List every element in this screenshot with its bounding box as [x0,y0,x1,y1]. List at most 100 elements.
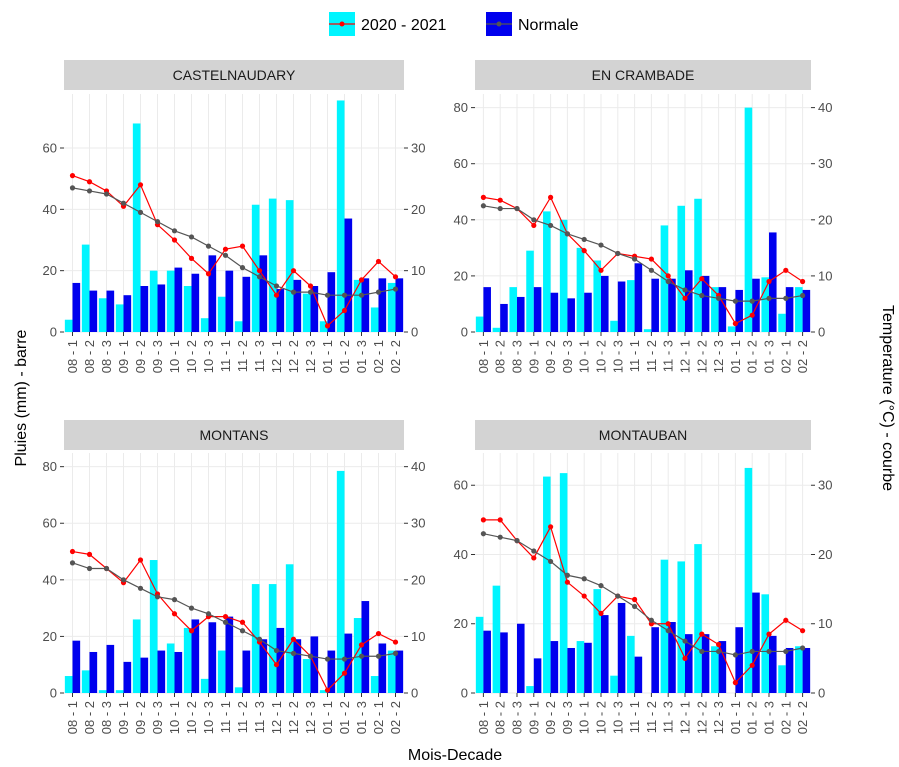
bar [123,295,132,332]
bar [217,296,226,332]
temperature-point [392,639,399,645]
bar [387,282,396,332]
temperature-point [324,687,331,693]
bar [668,622,676,693]
temperature-point [682,287,688,293]
bar [98,298,107,332]
bar [500,303,508,332]
y-axis-title-right: Temperature (°C) - courbe [879,305,896,491]
y-tick-label-right: 40 [818,100,832,115]
y-tick-label-left: 40 [454,547,468,562]
x-tick-label: 10 - 1 [167,340,182,373]
bar [627,280,635,332]
bar [174,651,183,693]
bar [543,211,551,332]
bar [310,286,319,332]
temperature-point [324,656,331,662]
bar [115,304,124,332]
bar [685,634,693,693]
bar [778,313,786,332]
bar [370,307,379,332]
x-tick-label: 11 - 2 [644,701,659,733]
temperature-point [497,205,503,212]
bar [785,287,794,332]
bar [132,123,141,332]
x-tick-label: 10 - 3 [610,340,625,373]
y-tick-label-right: 20 [411,572,425,587]
bar [711,646,719,693]
temperature-point [69,548,76,555]
temperature-point [154,594,161,600]
temperature-point [103,565,110,572]
temperature-point [358,653,365,659]
y-tick-label-right: 20 [818,212,832,227]
bar [761,594,769,693]
x-tick-label: 08 - 3 [99,701,114,734]
bar [242,650,251,693]
x-tick-label: 09 - 3 [560,701,575,734]
bar [651,627,659,693]
y-tick-label-left: 0 [461,686,468,701]
bar [123,661,132,693]
strip-title: EN CRAMBADE [592,67,695,83]
bar [336,470,345,693]
legend: 2020 - 2021 Normale [329,12,579,36]
bar [576,247,585,332]
x-tick-label: 12 - 3 [303,701,318,734]
x-tick-label: 12 - 1 [269,701,284,734]
bar [735,289,743,332]
bar [234,321,243,332]
y-tick-label-left: 80 [43,459,57,474]
bar [327,650,336,693]
temperature-point [239,628,246,634]
bar [617,602,626,693]
x-tick-label: 10 - 2 [184,340,199,373]
bar [166,270,175,332]
legend-key-2020-point [339,21,345,27]
bar [475,616,484,693]
x-tick-label: 11 - 3 [252,701,267,733]
x-tick-label: 09 - 2 [133,701,148,734]
x-tick-label: 09 - 2 [133,340,148,373]
x-tick-label: 08 - 2 [82,701,97,734]
temperature-point [699,631,705,637]
bar [72,640,81,693]
bar [509,287,517,332]
x-tick-label: 08 - 1 [65,340,80,373]
bar [711,287,719,332]
temperature-point [598,242,604,248]
temperature-point [358,277,365,283]
y-tick-label-left: 0 [461,325,468,340]
bar [567,298,575,332]
x-tick-label: 01 - 2 [337,701,352,734]
x-tick-label: 08 - 2 [493,701,508,734]
strip-title: CASTELNAUDARY [173,67,296,83]
plot-area [475,453,811,693]
temperature-point [514,205,520,212]
bar [242,276,251,332]
temperature-point [699,292,705,299]
x-tick-label: 11 - 1 [218,701,233,733]
y-tick-label-right: 30 [411,516,425,531]
x-tick-label: 11 - 3 [661,701,676,733]
bar [492,585,501,693]
y-tick-label-right: 20 [818,547,832,562]
temperature-point [699,276,705,282]
x-tick-label: 08 - 1 [476,701,491,734]
temperature-point [324,323,331,329]
temperature-point [497,517,503,523]
bar [727,326,736,332]
x-tick-label: 12 - 2 [286,701,301,734]
temperature-point [548,524,554,530]
bar [533,658,542,693]
strip [64,420,404,450]
x-tick-label: 09 - 3 [560,340,575,373]
y-tick-label-left: 60 [454,156,468,171]
bar [677,561,685,693]
temperature-point [716,295,722,301]
x-tick-label: 01 - 1 [728,701,743,734]
bar [744,467,753,693]
bar [89,290,98,332]
strip [475,420,811,450]
temperature-point [682,295,688,301]
